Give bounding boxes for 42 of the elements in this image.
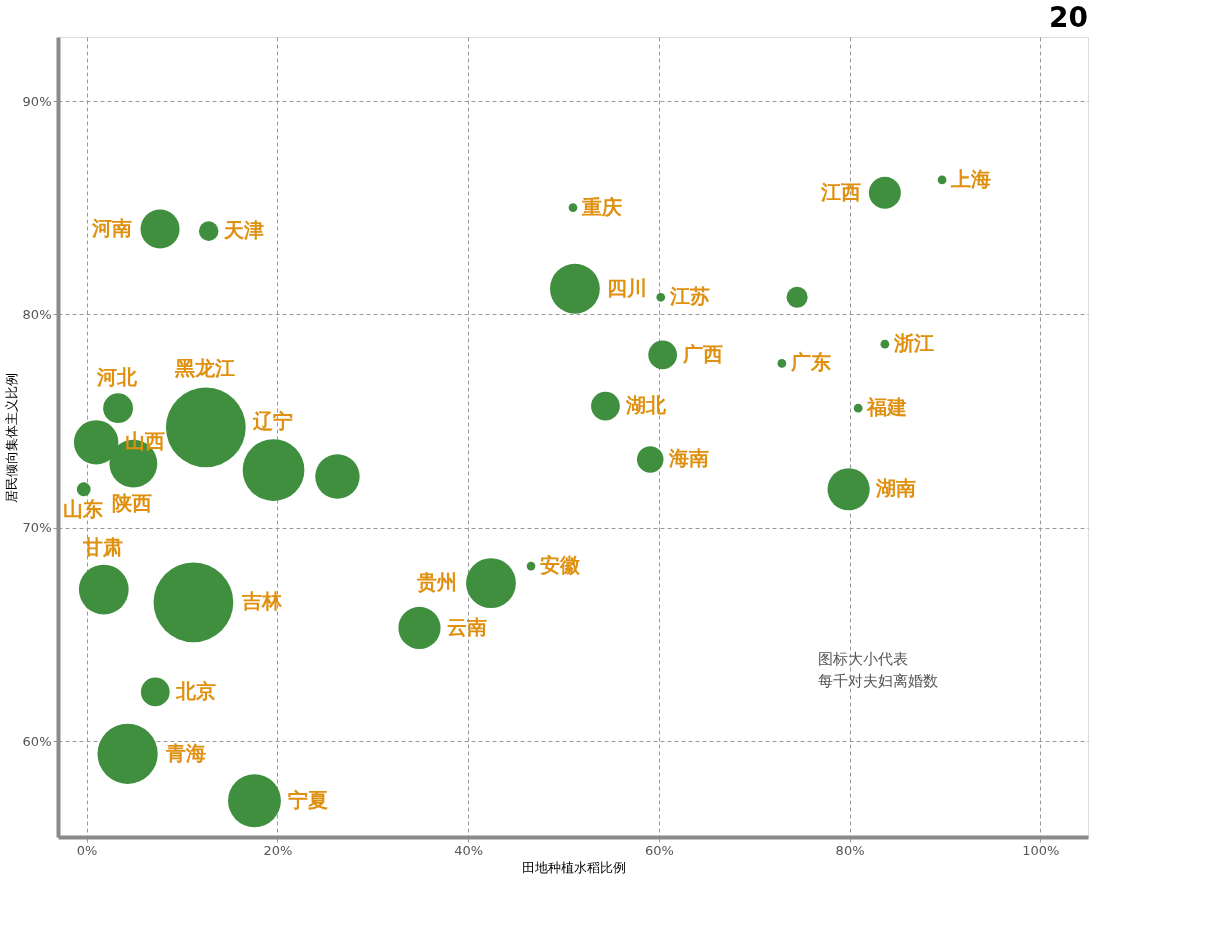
annotation: 河北 bbox=[96, 365, 139, 390]
x-axis-title: 田地种植水稻比例 bbox=[521, 859, 626, 875]
annotation: 云南 bbox=[447, 614, 488, 639]
x-tick-label: 80% bbox=[835, 842, 865, 858]
y-tick-label: 60% bbox=[22, 733, 52, 749]
annotation: 黑龙江 bbox=[173, 356, 235, 381]
annotation: 安徽 bbox=[539, 553, 581, 578]
annotation: 北京 bbox=[174, 678, 216, 703]
annotation: 上海 bbox=[950, 166, 992, 191]
annotation: 江苏 bbox=[668, 284, 710, 309]
annotation: 吉林 bbox=[241, 589, 284, 614]
annotation: 陕西 bbox=[112, 490, 153, 515]
y-axis-title: 居民倾向集体主义比例 bbox=[3, 372, 19, 503]
chart-title: 20 bbox=[1049, 1, 1088, 34]
annotation: 湖南 bbox=[875, 476, 917, 501]
annotation: 图标大小代表 bbox=[818, 650, 908, 668]
annotation: 山东 bbox=[62, 497, 103, 522]
annotation: 青海 bbox=[164, 740, 206, 765]
annotation: 广西 bbox=[681, 341, 723, 366]
y-tick-label: 80% bbox=[22, 306, 52, 322]
annotation: 江西 bbox=[819, 179, 861, 204]
annotation: 福建 bbox=[866, 395, 908, 420]
annotation: 重庆 bbox=[580, 194, 622, 219]
annotation: 海南 bbox=[668, 446, 710, 471]
annotation: 广东 bbox=[789, 350, 831, 375]
x-tick-label: 100% bbox=[1022, 842, 1060, 858]
annotation: 湖北 bbox=[624, 393, 667, 418]
x-tick-label: 0% bbox=[76, 842, 98, 858]
y-tick-label: 90% bbox=[22, 93, 52, 109]
x-tick-label: 20% bbox=[263, 842, 293, 858]
annotation: 贵州 bbox=[415, 570, 457, 595]
annotation: 甘肃 bbox=[81, 535, 123, 560]
y-tick-label: 70% bbox=[22, 520, 52, 536]
annotation: 宁夏 bbox=[288, 787, 329, 812]
annotation: 每千对夫妇离婚数 bbox=[818, 672, 938, 690]
annotation: 四川 bbox=[607, 275, 648, 300]
x-tick-label: 60% bbox=[644, 842, 674, 858]
annotation: 辽宁 bbox=[251, 409, 293, 434]
annotation: 浙江 bbox=[892, 331, 934, 356]
annotation: 河南 bbox=[91, 216, 132, 240]
annotation: 天津 bbox=[222, 218, 264, 243]
x-tick-label: 40% bbox=[454, 842, 484, 858]
